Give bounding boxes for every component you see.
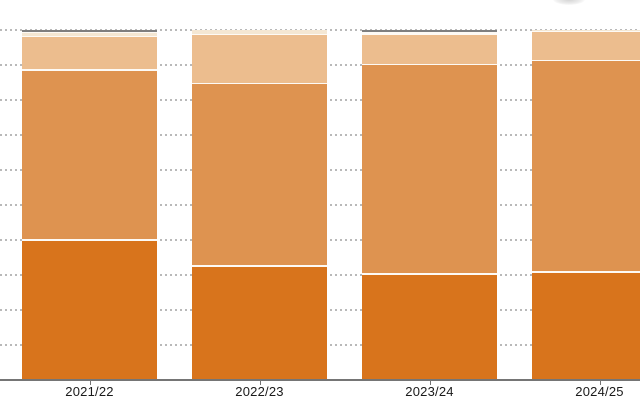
segment-divider	[192, 82, 327, 84]
x-axis-label: 2023/24	[405, 384, 454, 399]
segment-divider	[192, 33, 327, 36]
segment-divider	[532, 31, 640, 33]
stacked-bar-2023-24	[362, 0, 497, 380]
bar-segment-cream-segment[interactable]	[22, 32, 157, 37]
bar-segment-gray-top-segment[interactable]	[362, 30, 497, 33]
bar-segment-medium-orange-segment[interactable]	[192, 83, 327, 266]
bar-segment-cream-segment[interactable]	[192, 30, 327, 35]
bar-segment-medium-orange-segment[interactable]	[362, 64, 497, 274]
bar-segment-dark-orange-bottom-segment[interactable]	[192, 265, 327, 380]
x-axis-tick	[259, 381, 261, 385]
bar-segment-dark-orange-bottom-segment[interactable]	[532, 271, 640, 380]
bar-segment-medium-orange-segment[interactable]	[22, 69, 157, 240]
bar-segment-light-peach-segment[interactable]	[362, 33, 497, 65]
segment-divider	[22, 69, 157, 71]
x-axis-tick	[89, 381, 91, 385]
x-axis-label: 2021/22	[65, 384, 114, 399]
segment-divider	[22, 239, 157, 241]
bar-segment-gray-top-segment[interactable]	[22, 30, 157, 33]
bar-segment-dark-orange-bottom-segment[interactable]	[362, 273, 497, 380]
bar-segment-medium-orange-segment[interactable]	[532, 60, 640, 272]
stacked-bar-2021-22	[22, 0, 157, 380]
bar-segment-light-peach-segment[interactable]	[192, 34, 327, 84]
x-axis-line	[0, 379, 640, 381]
segment-divider	[362, 33, 497, 35]
segment-divider	[22, 35, 157, 37]
stacked-bar-2022-23	[192, 0, 327, 380]
segment-divider	[362, 32, 497, 34]
bar-segment-light-peach-segment[interactable]	[22, 36, 157, 70]
bar-segment-light-peach-segment[interactable]	[532, 31, 640, 61]
bar-segment-cream-segment[interactable]	[532, 30, 640, 32]
x-axis-tick	[429, 381, 431, 385]
x-axis-label: 2024/25	[575, 384, 624, 399]
segment-divider	[532, 60, 640, 62]
x-axis-label: 2022/23	[235, 384, 284, 399]
stacked-bar-2024-25	[532, 0, 640, 380]
bar-segment-dark-orange-bottom-segment[interactable]	[22, 240, 157, 380]
cropped-ui-element	[553, 0, 585, 5]
segment-divider	[22, 32, 157, 34]
segment-divider	[192, 265, 327, 267]
segment-divider	[532, 271, 640, 273]
segment-divider	[362, 273, 497, 275]
x-axis-tick	[599, 381, 601, 385]
segment-divider	[362, 63, 497, 65]
